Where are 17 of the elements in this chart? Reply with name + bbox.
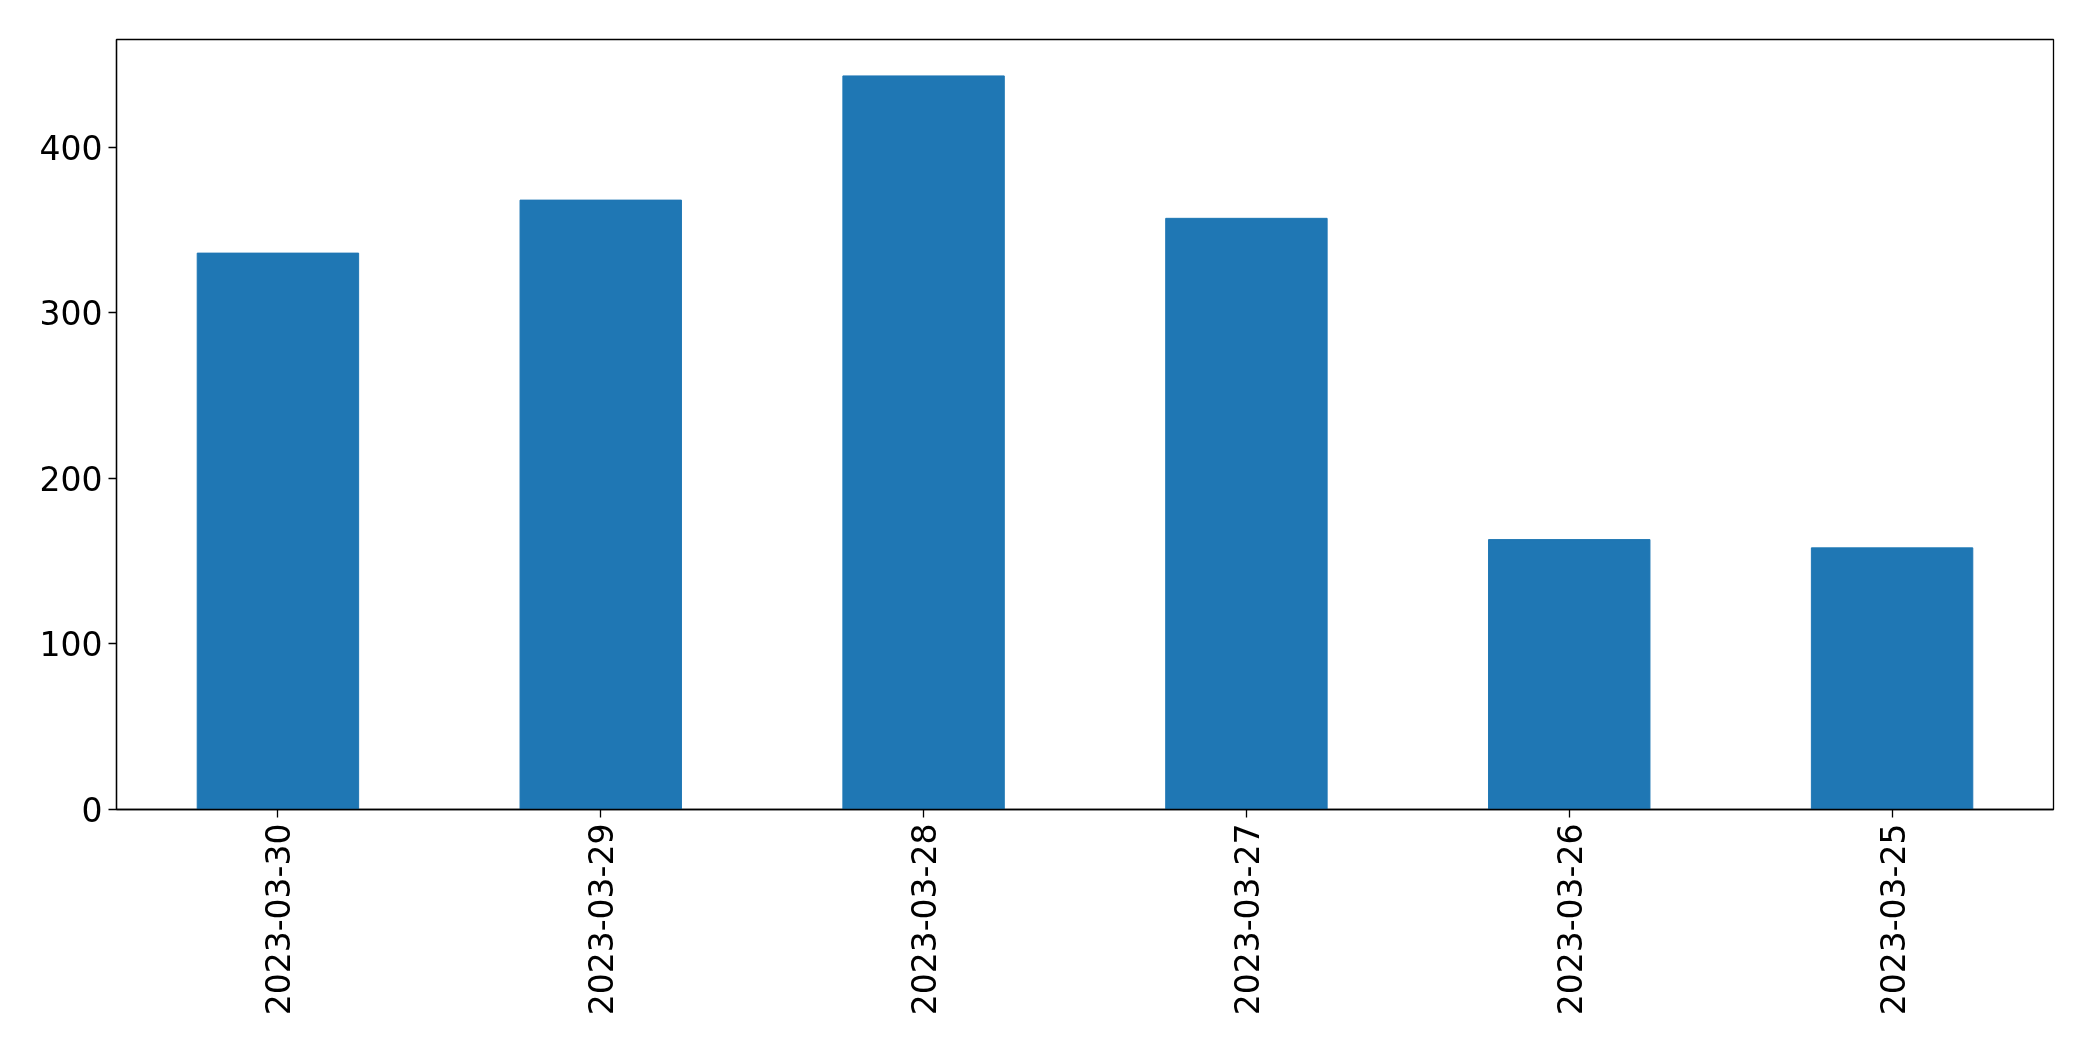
y-tick-label: 300 [39, 294, 103, 334]
x-tick-label: 2023-03-29 [582, 823, 622, 1016]
y-tick-label: 400 [39, 128, 103, 168]
bar [1810, 547, 1974, 810]
bar [196, 252, 360, 810]
bar [842, 75, 1005, 810]
bar [519, 199, 682, 810]
x-tick-label: 2023-03-28 [905, 823, 945, 1016]
y-tick-label: 100 [39, 625, 103, 665]
x-tick-label: 2023-03-25 [1873, 823, 1913, 1016]
y-tick-label: 0 [81, 791, 103, 830]
bar [1165, 217, 1328, 810]
x-tick-label: 2023-03-27 [1227, 823, 1267, 1016]
y-tick-label: 200 [39, 459, 103, 499]
bar [1488, 539, 1651, 810]
x-tick-label: 2023-03-30 [259, 823, 299, 1016]
x-tick-label: 2023-03-26 [1550, 823, 1590, 1016]
